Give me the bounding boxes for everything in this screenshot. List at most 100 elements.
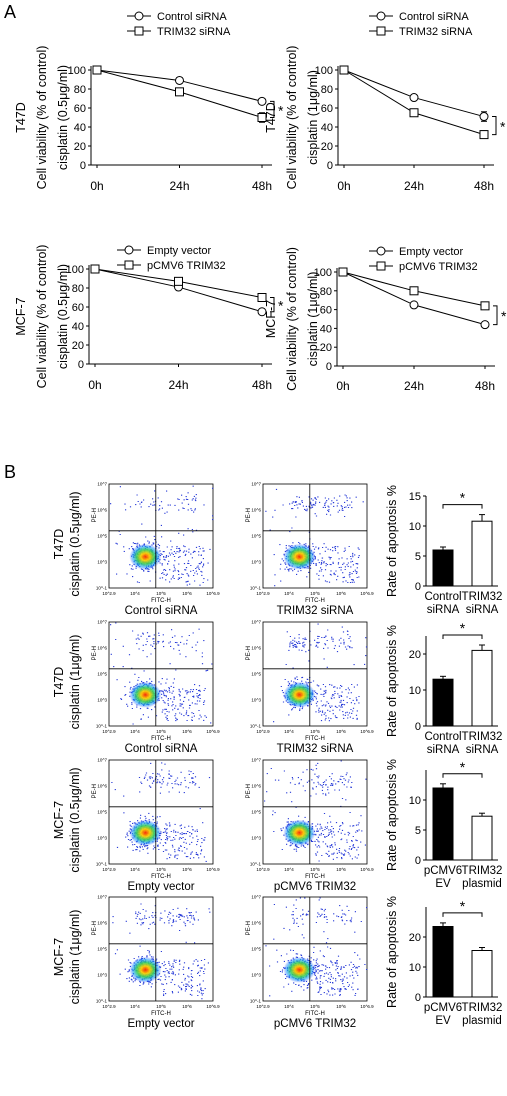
y-axis-label: cisplatin (1μg/ml) [306,272,320,367]
flow-y-axis-label: PE-H [246,646,252,660]
y-axis-label: cisplatin (0.5μg/ml) [56,65,70,170]
flow-y-tick: 10^-1 [96,724,108,729]
y-axis-label: Cell viability (% of control) [285,247,299,391]
significance-star: * [460,759,466,775]
data-point [409,108,419,118]
x-tick-label: siRNA [427,604,460,616]
flow-y-tick: 10^6 [251,508,261,513]
significance-star: * [501,308,507,324]
x-tick-label: plasmid [462,1015,502,1027]
flow-x-tick: 10^6.9 [206,729,220,734]
bar [432,787,454,861]
y-axis-label: Cell viability (% of control) [35,245,49,389]
line-chart-2: 0 20 40 60 80 100 0h 24h 48h T47D Cell viability (… [264,11,506,193]
y-tick-label: 100 [66,264,84,276]
legend-label: Empty vector [399,246,464,258]
legend-label: pCMV6 TRIM32 [147,260,226,272]
x-tick-label: siRNA [427,744,460,756]
data-point [409,300,419,310]
bar [432,549,454,587]
x-tick-label: 48h [474,179,494,193]
data-point [338,267,348,277]
y-axis-label: Rate of apoptosis % [385,485,399,597]
flow-y-tick: 10^5 [251,947,261,952]
bar [471,950,493,998]
significance-bracket [493,305,498,326]
y-tick-label: 60 [72,302,84,314]
flow-y-axis-label: PE-H [246,508,252,522]
panel-label-a: A [4,2,16,22]
y-tick-label: 100 [68,65,86,77]
flow-plot-frame [108,896,214,1002]
flow-plot-caption: TRIM32 siRNA [277,743,354,755]
y-tick-label: 80 [72,283,84,295]
flow-plot-caption: TRIM32 siRNA [277,605,354,617]
flow-x-axis-label: FITC-H [151,874,171,880]
flow-y-tick: 10^6 [251,921,261,926]
flow-x-axis-label: FITC-H [151,1011,171,1017]
flow-x-tick: 10^5 [156,1004,166,1009]
flow-y-axis-label: PE-H [92,646,98,660]
y-tick-label: 40 [321,122,333,134]
flow-y-tick: 10^-1 [96,862,108,867]
x-tick-label: TRIM32 [462,731,503,743]
flow-plot-caption: Empty vector [127,1018,194,1030]
flow-y-tick: 10^-1 [250,999,262,1004]
flow-x-tick: 10^6.9 [206,591,220,596]
flow-y-tick: 10^5 [97,672,107,677]
flow-plot-control: 10^2.9 10^4 10^5 10^6 10^6.9 10^-1 10^3 10^5 10^… [92,482,220,618]
flow-density-core [283,819,316,846]
flow-y-tick: 10^-1 [96,999,108,1004]
y-tick-label: 15 [409,491,421,503]
y-tick-label: 20 [320,342,332,354]
flow-y-tick: 10^7 [97,620,107,625]
y-tick-label: 20 [409,649,421,661]
flow-x-tick: 10^6 [182,591,192,596]
flow-x-tick: 10^5 [310,867,320,872]
y-tick-label: 5 [415,825,421,837]
legend-label: pCMV6 TRIM32 [399,261,478,273]
flow-y-tick: 10^-1 [250,724,262,729]
flow-density-core [129,681,162,708]
flow-cytometry-plots: T47D cisplatin (0.5μg/ml) 10^2.9 10^4 10^5 10… [52,482,374,1031]
significance-star: * [278,102,284,118]
data-point [175,75,184,85]
flow-x-axis-label: FITC-H [305,1011,325,1017]
flow-x-tick: 10^6 [336,591,346,596]
y-tick-label: 40 [74,122,86,134]
legend-marker [376,11,386,21]
flow-plot-treatment: 10^2.9 10^4 10^5 10^6 10^6.9 10^-1 10^3 10^5 10^… [246,620,374,756]
significance-bracket [270,297,275,313]
x-tick-label: 0h [88,378,101,392]
x-tick-label: 0h [336,379,349,393]
significance-bracket [442,912,483,917]
flow-row-label: cisplatin (0.5μg/ml) [68,767,82,872]
series-line [342,271,486,326]
flow-density-core [129,543,162,570]
line-chart-3: 0 20 40 60 80 100 0h 24h 48h MCF-7 Cell viability … [14,245,284,392]
flow-x-tick: 10^2.9 [102,591,116,596]
significance-star: * [460,898,466,914]
data-point [480,320,490,330]
x-tick-label: TRIM32 [462,591,503,603]
significance-bracket [442,634,483,639]
data-point [479,112,489,122]
flow-row-label: T47D [52,667,66,698]
y-tick-label: 80 [321,84,333,96]
y-tick-label: 20 [409,932,421,944]
flow-x-tick: 10^6 [182,867,192,872]
y-axis-label: cisplatin (0.5μg/ml) [56,264,70,369]
flow-x-tick: 10^4 [284,729,294,734]
flow-y-tick: 10^5 [97,534,107,539]
y-tick-label: 0 [415,992,421,1004]
x-tick-label: pCMV6 [424,865,462,877]
data-point [174,276,183,286]
flow-x-tick: 10^4 [130,1004,140,1009]
legend-marker [134,11,144,21]
flow-x-tick: 10^5 [310,729,320,734]
flow-x-tick: 10^6 [336,867,346,872]
bar [471,649,493,727]
